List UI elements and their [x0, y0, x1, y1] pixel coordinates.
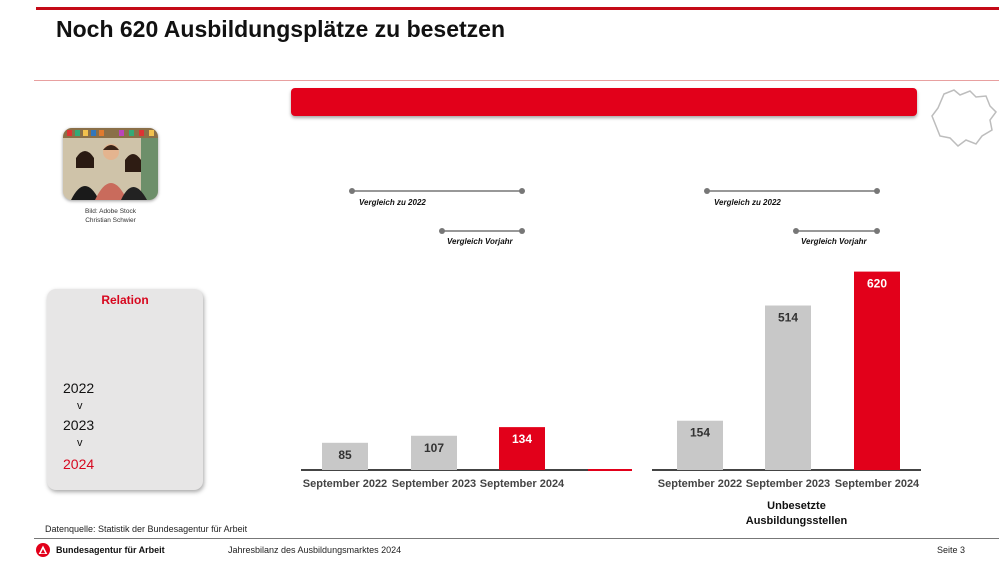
x-axis-title-line2: Ausbildungsstellen [746, 515, 848, 527]
x-tick-label: September 2022 [303, 478, 387, 490]
region-map-icon [931, 89, 997, 147]
students-photo [63, 128, 158, 200]
bar-september-2022 [677, 420, 723, 470]
bar-value-label: 107 [424, 441, 444, 455]
comparison-dot-start [349, 188, 355, 194]
comparison-label: Vergleich zu 2022 [714, 198, 781, 207]
photo-caption: Bild: Adobe Stock Christian Schwier [63, 207, 158, 225]
relation-separator: v [77, 437, 83, 449]
top-accent-rule [36, 7, 999, 10]
bar-september-2023 [765, 305, 811, 470]
relation-separator: v [77, 400, 83, 412]
comparison-label: Vergleich Vorjahr [447, 237, 514, 246]
x-tick-label: September 2023 [392, 478, 476, 490]
bar-value-label: 154 [690, 426, 710, 440]
comparison-dot-end [519, 228, 525, 234]
bar-september-2022 [322, 442, 368, 470]
comparison-dot-start [793, 228, 799, 234]
comparison-dot-end [874, 188, 880, 194]
relation-year-2023: 2023 [63, 417, 95, 433]
comparison-dot-end [874, 228, 880, 234]
red-banner [291, 88, 917, 116]
comparison-dot-end [519, 188, 525, 194]
x-tick-label: September 2024 [835, 478, 920, 490]
relation-year-2022: 2022 [63, 380, 95, 396]
bar-value-label: 514 [778, 311, 798, 325]
bar-september-2023 [411, 435, 457, 470]
comparison-dot-start [704, 188, 710, 194]
bar-september-2024 [499, 427, 545, 470]
x-tick-label: September 2023 [746, 478, 830, 490]
organisation-name: Bundesagentur für Arbeit [56, 545, 165, 555]
page-number: Seite 3 [937, 545, 966, 555]
photo-caption-line1: Bild: Adobe Stock [85, 208, 136, 215]
ba-logo-icon [36, 543, 50, 557]
relation-panel [47, 289, 203, 490]
title-divider [34, 80, 999, 81]
page-title: Noch 620 Ausbildungsplätze zu besetzen [56, 16, 506, 42]
footer-report-title: Jahresbilanz des Ausbildungsmarktes 2024 [228, 545, 402, 555]
comparison-label: Vergleich zu 2022 [359, 198, 426, 207]
relation-year-2024: 2024 [63, 456, 95, 472]
comparison-dot-start [439, 228, 445, 234]
photo-caption-line2: Christian Schwier [85, 217, 136, 224]
relation-title: Relation [101, 293, 149, 307]
bar-value-label: 134 [512, 432, 532, 446]
comparison-label: Vergleich Vorjahr [801, 237, 868, 246]
x-tick-label: September 2022 [658, 478, 742, 490]
bar-value-label: 620 [867, 277, 887, 291]
x-axis-title-line1: Unbesetzte [767, 500, 826, 512]
bar-value-label: 85 [338, 448, 352, 462]
data-source-note: Datenquelle: Statistik der Bundesagentur… [45, 524, 248, 534]
x-tick-label: September 2024 [480, 478, 565, 490]
footer-divider [34, 538, 999, 539]
bar-september-2024 [854, 271, 900, 470]
